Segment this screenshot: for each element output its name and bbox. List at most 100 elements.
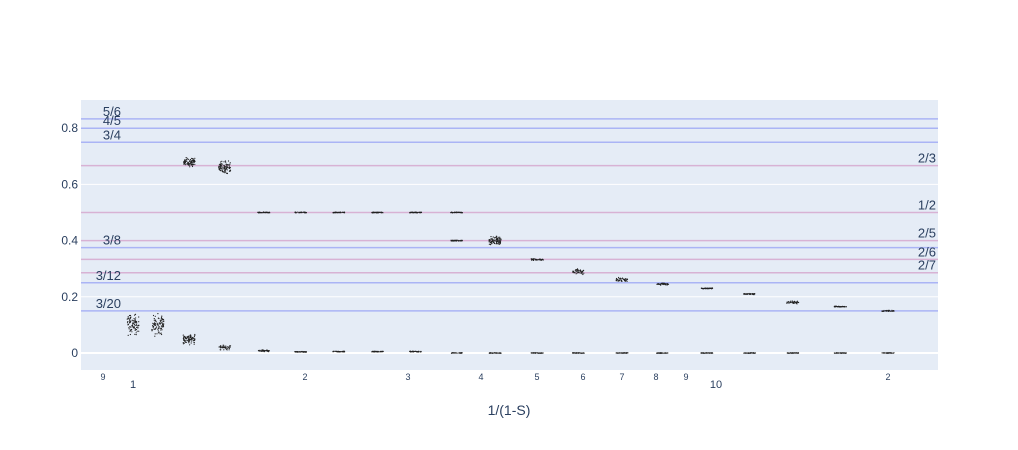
data-point: [131, 319, 133, 321]
data-point: [228, 166, 230, 168]
point-cluster: [218, 160, 232, 175]
point-cluster: [450, 211, 463, 214]
data-point: [154, 335, 156, 337]
data-point: [787, 352, 789, 354]
point-cluster: [450, 352, 463, 354]
data-point: [749, 352, 751, 354]
point-cluster: [656, 282, 670, 286]
data-point: [188, 164, 190, 166]
data-point: [219, 163, 221, 165]
data-point: [577, 352, 580, 354]
data-point: [225, 171, 227, 173]
data-point: [194, 163, 196, 165]
data-point: [833, 352, 836, 354]
point-cluster: [450, 239, 463, 242]
data-point: [161, 319, 164, 321]
data-point: [789, 352, 791, 354]
data-point: [191, 161, 193, 163]
data-point: [160, 320, 162, 322]
data-point: [615, 279, 617, 281]
data-point: [575, 270, 577, 272]
data-point: [130, 316, 132, 318]
data-point: [189, 166, 191, 168]
data-point: [194, 334, 196, 336]
data-point: [188, 163, 190, 165]
data-point: [881, 352, 883, 354]
data-point: [126, 322, 129, 324]
data-point: [701, 352, 703, 354]
data-point: [228, 164, 230, 166]
data-point: [190, 162, 192, 164]
data-point: [533, 352, 536, 354]
data-point: [156, 326, 158, 328]
data-point: [186, 338, 188, 340]
reference-line-labels: 5/64/53/4 2/3 1/2 2/5 3/8 2/62/7 3/12 3/20: [96, 104, 936, 311]
data-point: [581, 273, 583, 275]
data-point: [495, 236, 497, 238]
point-cluster: [409, 350, 422, 353]
data-point: [161, 333, 163, 336]
data-point: [136, 322, 138, 324]
data-point: [225, 167, 227, 169]
point-cluster: [881, 352, 895, 354]
data-point: [305, 212, 307, 214]
data-point: [131, 325, 133, 327]
data-point: [186, 336, 189, 338]
data-point: [702, 352, 704, 354]
data-point: [461, 240, 463, 242]
data-point: [667, 283, 669, 285]
data-point: [157, 328, 159, 330]
data-point: [218, 169, 221, 171]
data-point: [620, 278, 622, 280]
data-point: [491, 238, 493, 240]
data-point: [712, 352, 714, 354]
data-point: [299, 211, 302, 213]
data-point: [662, 282, 664, 284]
data-point: [304, 351, 306, 353]
data-point: [159, 319, 161, 321]
data-point: [753, 352, 755, 354]
data-point: [798, 301, 800, 304]
data-point: [572, 270, 574, 272]
point-cluster: [151, 313, 165, 337]
data-point: [297, 351, 299, 353]
data-point: [337, 212, 339, 214]
data-point: [220, 161, 222, 163]
data-point: [796, 301, 798, 303]
data-point: [225, 163, 227, 165]
data-point: [134, 314, 136, 316]
data-point: [184, 159, 186, 161]
data-point: [498, 352, 500, 354]
data-point: [133, 322, 135, 324]
data-point: [493, 242, 495, 244]
data-point: [534, 258, 536, 260]
data-point: [138, 324, 140, 326]
data-point: [571, 352, 574, 354]
data-point: [228, 347, 230, 349]
data-point: [159, 322, 161, 324]
data-point: [133, 318, 135, 320]
data-point: [461, 212, 463, 214]
data-point: [188, 342, 190, 344]
data-point: [845, 352, 847, 354]
data-point: [621, 352, 623, 354]
data-point: [797, 352, 799, 354]
data-point: [223, 165, 226, 167]
data-point: [375, 212, 378, 214]
data-point: [493, 239, 495, 241]
data-point: [304, 212, 306, 214]
data-point: [415, 211, 417, 213]
data-point: [573, 352, 575, 354]
data-point: [459, 352, 461, 354]
data-point: [190, 340, 192, 342]
data-point: [226, 165, 228, 167]
data-point: [162, 325, 164, 327]
data-point: [418, 351, 420, 353]
data-point: [499, 352, 501, 354]
x-tick-label: 7: [619, 372, 624, 382]
data-point: [129, 314, 132, 317]
data-point: [495, 352, 497, 354]
data-point: [581, 271, 583, 273]
data-point: [454, 211, 456, 213]
data-point: [161, 315, 163, 317]
